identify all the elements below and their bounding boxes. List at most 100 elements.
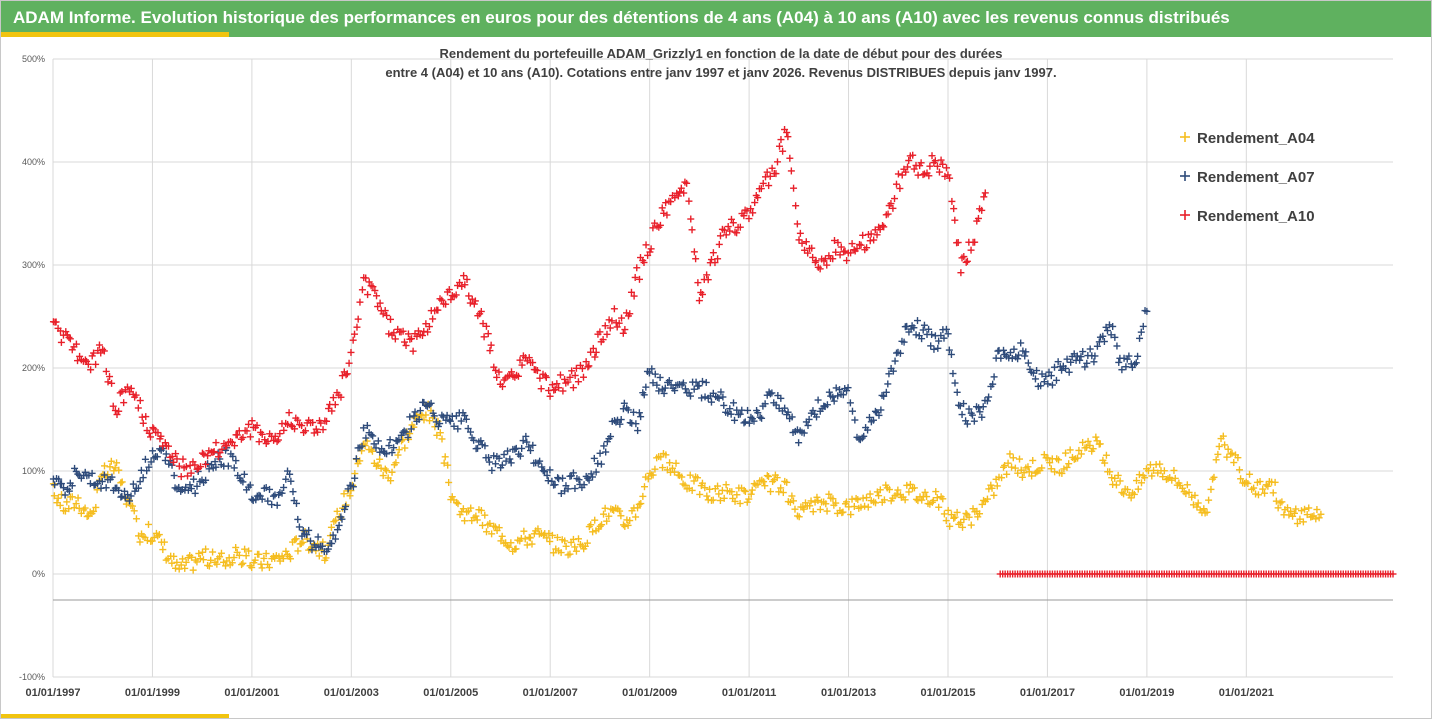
data-point — [529, 359, 537, 367]
data-point — [791, 505, 799, 513]
legend-label: Rendement_A10 — [1197, 208, 1315, 225]
data-point — [760, 478, 768, 486]
data-point — [709, 249, 717, 257]
data-point — [488, 466, 496, 474]
data-point — [239, 433, 247, 441]
data-point — [136, 478, 144, 486]
data-point — [81, 356, 89, 364]
data-point — [1022, 348, 1030, 356]
data-point — [960, 400, 968, 408]
data-point — [1055, 456, 1063, 464]
data-point — [617, 416, 625, 424]
data-point — [1132, 477, 1140, 485]
data-point — [157, 432, 165, 440]
data-point — [836, 251, 844, 259]
data-point — [395, 446, 403, 454]
data-point — [411, 408, 419, 416]
data-point — [66, 335, 74, 343]
data-point — [1212, 456, 1220, 464]
data-point — [603, 517, 611, 525]
data-point — [258, 430, 266, 438]
data-point — [345, 359, 353, 367]
data-point — [602, 448, 610, 456]
data-point — [834, 239, 842, 247]
data-point — [1089, 445, 1097, 453]
data-point — [292, 535, 300, 543]
data-point — [295, 523, 303, 531]
data-point — [512, 545, 520, 553]
data-point — [287, 421, 295, 429]
data-point — [962, 509, 970, 517]
data-point — [781, 404, 789, 412]
data-point — [777, 394, 785, 402]
data-point — [965, 405, 973, 413]
data-point — [399, 327, 407, 335]
data-point — [278, 489, 286, 497]
data-point — [139, 419, 147, 427]
data-point — [409, 347, 417, 355]
data-point — [481, 442, 489, 450]
data-point — [591, 353, 599, 361]
data-point — [253, 421, 261, 429]
data-point — [456, 279, 464, 287]
data-point — [190, 475, 198, 483]
data-point — [848, 407, 856, 415]
data-point — [946, 174, 954, 182]
data-point — [172, 450, 180, 458]
data-point — [822, 500, 830, 508]
data-point — [440, 459, 448, 467]
data-point — [402, 342, 410, 350]
data-point — [863, 494, 871, 502]
data-point — [353, 323, 361, 331]
data-point — [453, 498, 461, 506]
data-point — [65, 487, 73, 495]
data-point — [1134, 485, 1142, 493]
data-point — [1006, 349, 1014, 357]
data-point — [382, 467, 390, 475]
data-point — [187, 485, 195, 493]
data-point — [229, 452, 237, 460]
data-point — [1024, 359, 1032, 367]
data-point — [117, 493, 125, 501]
data-point — [329, 394, 337, 402]
data-point — [170, 472, 178, 480]
data-point — [335, 521, 343, 529]
data-point — [342, 371, 350, 379]
data-point — [745, 419, 753, 427]
data-point — [905, 488, 913, 496]
data-point — [1042, 372, 1050, 380]
data-point — [686, 392, 694, 400]
data-point — [676, 188, 684, 196]
data-point — [642, 383, 650, 391]
data-point — [942, 164, 950, 172]
data-point — [1301, 505, 1309, 513]
data-point — [93, 486, 101, 494]
data-point — [615, 319, 623, 327]
data-point — [1317, 510, 1325, 518]
data-point — [993, 482, 1001, 490]
data-point — [756, 413, 764, 421]
data-point — [56, 501, 64, 509]
data-point — [616, 507, 624, 515]
data-point — [65, 333, 73, 341]
data-point — [779, 147, 787, 155]
data-point — [960, 253, 968, 261]
data-point — [847, 511, 855, 519]
data-point — [303, 531, 311, 539]
data-point — [506, 455, 514, 463]
data-point — [805, 415, 813, 423]
data-point — [1315, 514, 1323, 522]
data-point — [743, 498, 751, 506]
data-point — [294, 547, 302, 555]
data-point — [215, 453, 223, 461]
data-point — [1227, 450, 1235, 458]
data-point — [632, 513, 640, 521]
data-point — [1292, 505, 1300, 513]
data-point — [537, 385, 545, 393]
data-point — [1038, 464, 1046, 472]
data-point — [347, 348, 355, 356]
data-point — [645, 369, 653, 377]
data-point — [694, 279, 702, 287]
data-point — [264, 497, 272, 505]
data-point — [891, 195, 899, 203]
